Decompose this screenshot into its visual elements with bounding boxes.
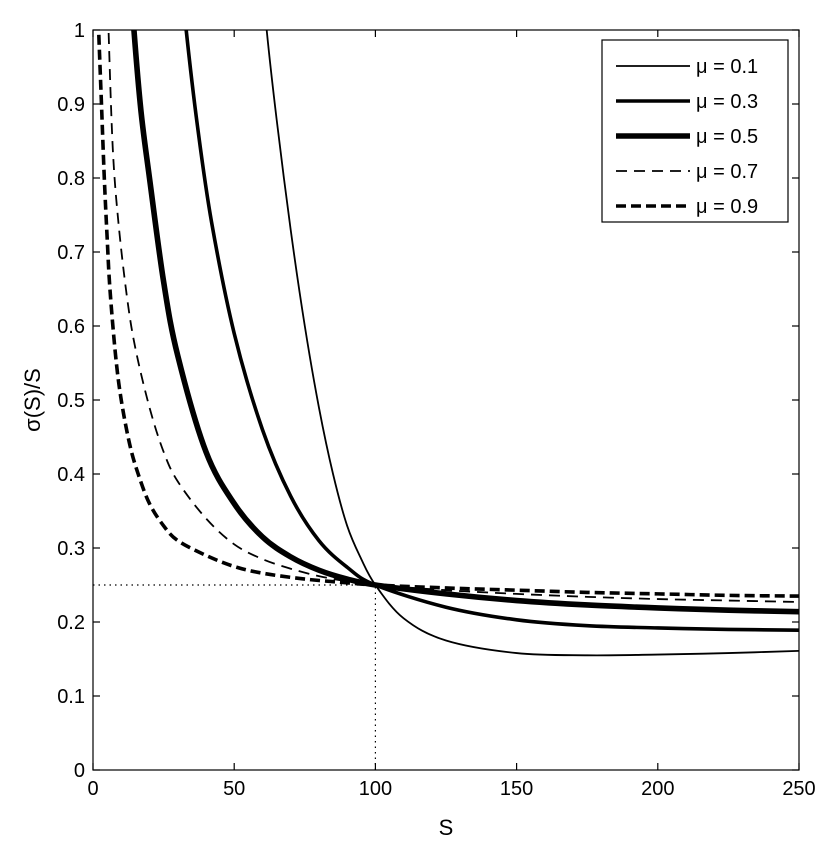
x-tick-label: 250 [782, 778, 815, 800]
x-tick-label: 200 [641, 778, 674, 800]
y-axis-label: σ(S)/S [20, 368, 45, 432]
y-tick-label: 0.4 [57, 464, 85, 486]
legend-label-1: μ = 0.1 [696, 56, 758, 78]
legend: μ = 0.1 μ = 0.3 μ = 0.5 μ = 0.7 μ = 0.9 [601, 39, 789, 223]
y-tick-label: 0 [74, 760, 85, 782]
y-tick-label: 0.9 [57, 94, 85, 116]
y-tick-label: 0.2 [57, 612, 85, 634]
x-tick-label: 100 [359, 778, 392, 800]
series-line-5 [96, 30, 799, 598]
y-tick-label: 0.3 [57, 538, 85, 560]
series-line-1 [265, 30, 799, 657]
legend-label-5: μ = 0.9 [696, 196, 758, 218]
legend-label-2: μ = 0.3 [696, 91, 758, 113]
series-line-2 [184, 30, 799, 632]
y-tick-label: 0.8 [57, 168, 85, 190]
axis-ticks: 0 50 100 150 200 250 0 0.1 0.2 0.3 0.4 0.5 0.6 0.7 0.8… [57, 20, 816, 800]
legend-label-4: μ = 0.7 [696, 161, 758, 183]
x-tick-label: 50 [223, 778, 245, 800]
legend-label-3: μ = 0.5 [696, 126, 758, 148]
y-tick-label: 0.7 [57, 242, 85, 264]
reference-lines [93, 584, 376, 770]
x-tick-label: 150 [500, 778, 533, 800]
x-axis-label: S [439, 815, 454, 840]
y-tick-label: 1 [74, 20, 85, 42]
series-line-4 [107, 30, 799, 603]
legend-box [601, 39, 789, 223]
series-line-3 [131, 30, 799, 615]
series-group [96, 30, 799, 657]
y-tick-label: 0.5 [57, 390, 85, 412]
y-tick-label: 0.6 [57, 316, 85, 338]
x-tick-label: 0 [87, 778, 98, 800]
y-tick-label: 0.1 [57, 686, 85, 708]
